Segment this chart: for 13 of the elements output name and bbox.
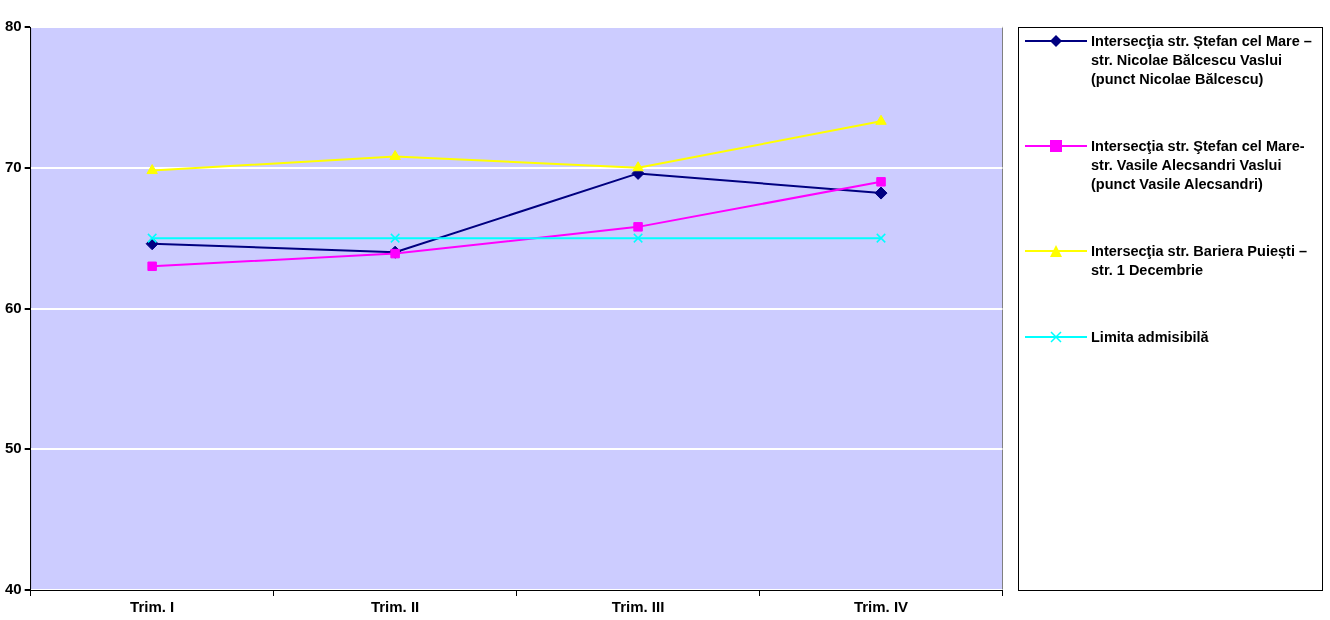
- legend-label: Limita admisibilă: [1091, 328, 1209, 347]
- y-tick-label: 70: [5, 157, 22, 175]
- y-tick-label: 40: [5, 580, 22, 598]
- legend-label: Intersecţia str. Ștefan cel Mare – str. Nicolae Bălcescu Vaslui (punct Nicolae Bălcescu): [1091, 32, 1313, 89]
- legend-label: Intersecţia str. Bariera Puiești – str. 1 Decembrie: [1091, 242, 1308, 280]
- y-tick-label: 60: [5, 298, 22, 316]
- x-tick-label: Trim. II: [370, 598, 420, 616]
- x-tick-label: Trim. III: [611, 598, 665, 616]
- legend-label: Intersecţia str. Ştefan cel Mare- str. Vasile Alecsandri Vaslui (punct Vasile Alecsandri): [1091, 137, 1306, 194]
- x-tick-label: Trim. I: [130, 598, 175, 616]
- y-tick-label: 50: [5, 439, 22, 457]
- x-tick-label: Trim. IV: [853, 598, 909, 616]
- y-tick-label: 80: [5, 17, 22, 35]
